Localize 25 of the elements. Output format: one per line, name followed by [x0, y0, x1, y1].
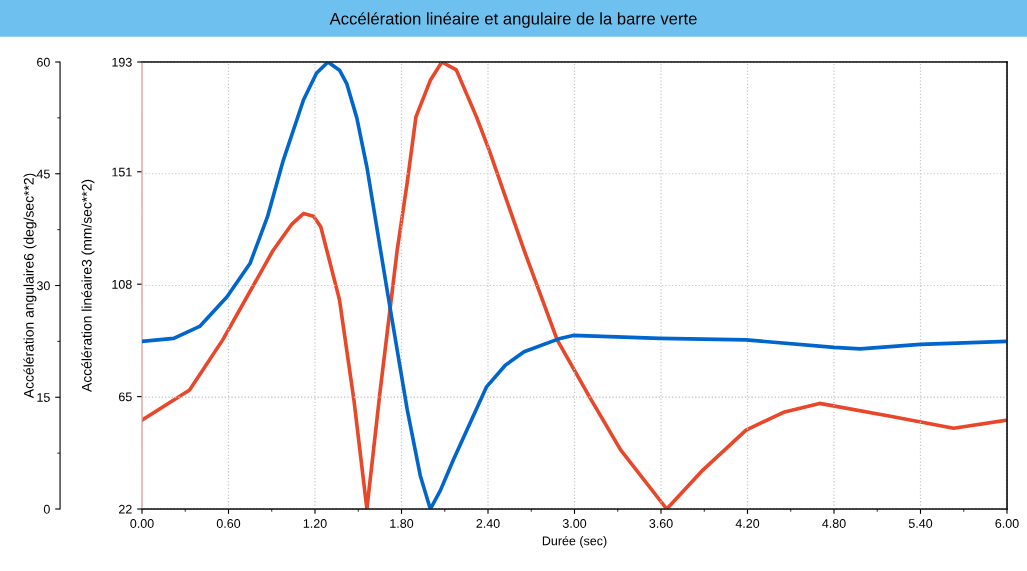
- x-tick-label: 1.80: [390, 519, 414, 528]
- y-axis-title: Accélération angulaire6 (deg/sec**2): [23, 173, 37, 399]
- y2-tick-label: 65: [119, 392, 132, 402]
- x-tick-label: 0.60: [216, 519, 241, 528]
- y2-tick-label: 151: [112, 167, 132, 177]
- x-tick-label: 5.40: [908, 519, 933, 528]
- y2-tick-label: 193: [112, 57, 132, 67]
- x-axis-title: Durée (sec): [542, 535, 607, 548]
- x-tick-label: 6.00: [995, 519, 1019, 528]
- x-tick-label: 1.20: [303, 519, 327, 528]
- x-tick-label: 3.00: [562, 519, 587, 528]
- y2-tick-label: 108: [112, 279, 132, 289]
- x-tick-label: 0.00: [130, 519, 154, 528]
- y2-axis-title: Accélération linéaire3 (mm/sec**2): [81, 179, 95, 392]
- y-tick-label: 60: [37, 57, 50, 67]
- y-tick-label: 0: [43, 504, 50, 514]
- x-tick-label: 3.60: [649, 519, 673, 528]
- y-tick-label: 30: [36, 281, 50, 291]
- x-tick-label: 4.20: [735, 519, 760, 528]
- y-tick-label: 45: [36, 169, 50, 179]
- x-tick-label: 4.80: [822, 519, 846, 528]
- chart-title: Accélération linéaire et angulaire de la barre verte: [329, 12, 697, 28]
- y2-tick-label: 22: [119, 504, 132, 514]
- x-tick-label: 2.40: [476, 519, 500, 528]
- y-tick-label: 15: [37, 393, 50, 402]
